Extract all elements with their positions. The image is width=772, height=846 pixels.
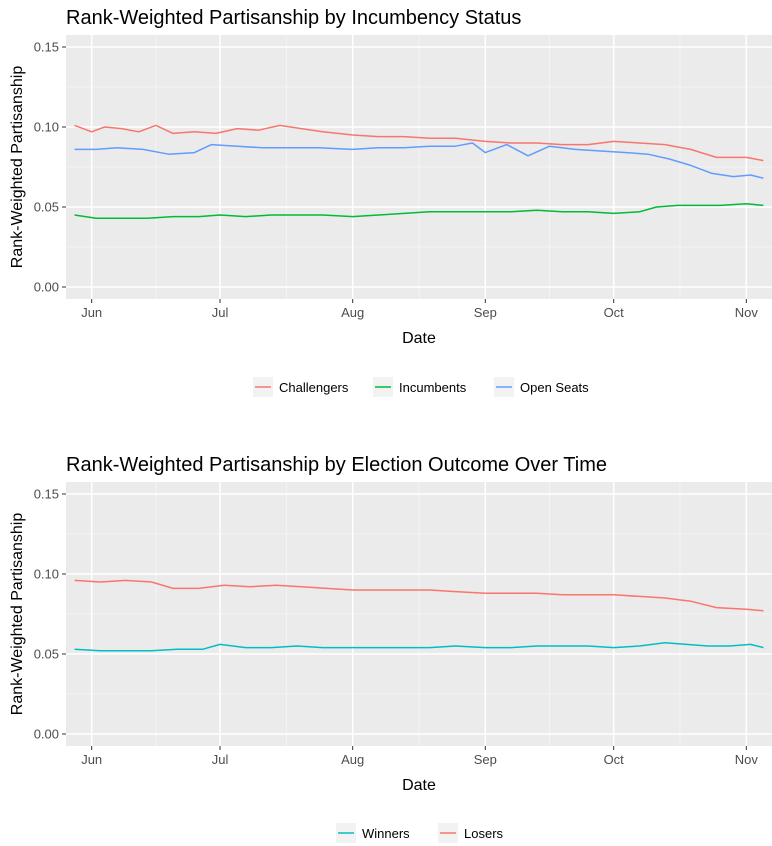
legend-label-losers: Losers xyxy=(464,826,504,841)
x-tick-label: Jul xyxy=(212,305,229,320)
x-axis-title: Date xyxy=(402,777,436,794)
x-tick-label: Nov xyxy=(735,752,759,767)
y-tick-label: 0.15 xyxy=(34,487,59,502)
panel-incumbency: Rank-Weighted Partisanship by Incumbency… xyxy=(9,7,772,397)
x-tick-label: Sep xyxy=(474,305,497,320)
x-tick-label: Jun xyxy=(81,752,102,767)
series-line-open-seats xyxy=(74,142,764,179)
x-axis: Jun Jul Aug Sep Oct Nov xyxy=(81,299,758,320)
x-axis-title: Date xyxy=(402,330,436,347)
x-tick-label: Aug xyxy=(341,305,364,320)
y-tick-label: 0.10 xyxy=(34,120,59,135)
x-tick-label: Jun xyxy=(81,305,102,320)
panel-election-outcome: Rank-Weighted Partisanship by Election O… xyxy=(9,454,772,843)
y-axis: 0.00 0.05 0.10 0.15 xyxy=(34,487,66,742)
y-axis-title: Rank-Weighted Partisanship xyxy=(9,66,26,269)
y-tick-label: 0.00 xyxy=(34,280,59,295)
x-tick-label: Oct xyxy=(604,305,625,320)
x-tick-label: Jul xyxy=(212,752,229,767)
y-tick-label: 0.05 xyxy=(34,200,59,215)
x-tick-label: Oct xyxy=(604,752,625,767)
series-line-losers xyxy=(74,579,764,612)
series-lines xyxy=(74,579,764,652)
x-tick-label: Sep xyxy=(474,752,497,767)
series-line-incumbents xyxy=(74,203,764,219)
y-axis: 0.00 0.05 0.10 0.15 xyxy=(34,40,66,295)
x-tick-label: Aug xyxy=(341,752,364,767)
y-tick-label: 0.15 xyxy=(34,40,59,55)
y-tick-label: 0.05 xyxy=(34,647,59,662)
gridlines xyxy=(66,482,772,746)
series-line-challengers xyxy=(74,124,764,162)
chart-title: Rank-Weighted Partisanship by Incumbency… xyxy=(66,7,521,29)
legend-label-challengers: Challengers xyxy=(279,380,349,395)
legend: Winners Losers xyxy=(336,823,504,843)
y-tick-label: 0.00 xyxy=(34,727,59,742)
x-tick-label: Nov xyxy=(735,305,759,320)
legend: Challengers Incumbents Open Seats xyxy=(253,377,589,397)
x-axis: Jun Jul Aug Sep Oct Nov xyxy=(81,746,758,767)
series-lines xyxy=(74,124,764,219)
y-tick-label: 0.10 xyxy=(34,567,59,582)
legend-label-winners: Winners xyxy=(362,826,410,841)
legend-label-incumbents: Incumbents xyxy=(399,380,467,395)
series-line-winners xyxy=(74,642,764,652)
y-axis-title: Rank-Weighted Partisanship xyxy=(9,513,26,716)
legend-label-open-seats: Open Seats xyxy=(520,380,589,395)
chart-title: Rank-Weighted Partisanship by Election O… xyxy=(66,454,607,476)
